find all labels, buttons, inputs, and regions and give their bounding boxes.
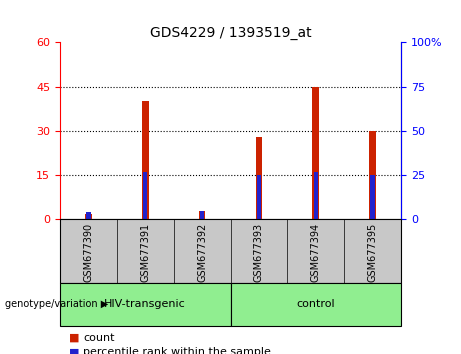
- Bar: [255, 137, 262, 219]
- Text: count: count: [83, 333, 114, 343]
- Text: genotype/variation ▶: genotype/variation ▶: [5, 299, 108, 309]
- Bar: [143, 172, 148, 219]
- Bar: [199, 211, 206, 219]
- Text: GSM677395: GSM677395: [367, 223, 378, 282]
- Text: GSM677393: GSM677393: [254, 223, 264, 282]
- Bar: [230, 283, 401, 326]
- Bar: [85, 213, 92, 219]
- Text: GSM677392: GSM677392: [197, 223, 207, 282]
- Text: control: control: [296, 299, 335, 309]
- Bar: [60, 283, 230, 326]
- Title: GDS4229 / 1393519_at: GDS4229 / 1393519_at: [150, 26, 311, 40]
- Bar: [86, 212, 91, 219]
- Text: HIV-transgenic: HIV-transgenic: [104, 299, 186, 309]
- Text: ■: ■: [69, 333, 80, 343]
- Bar: [369, 131, 376, 219]
- Text: GSM677394: GSM677394: [311, 223, 321, 282]
- Bar: [313, 172, 318, 219]
- Text: GSM677390: GSM677390: [83, 223, 94, 282]
- Text: percentile rank within the sample: percentile rank within the sample: [83, 347, 271, 354]
- Text: ■: ■: [69, 347, 80, 354]
- Bar: [370, 175, 375, 219]
- Bar: [313, 87, 319, 219]
- Bar: [257, 175, 261, 219]
- Bar: [142, 102, 148, 219]
- Bar: [200, 211, 204, 219]
- Text: GSM677391: GSM677391: [140, 223, 150, 282]
